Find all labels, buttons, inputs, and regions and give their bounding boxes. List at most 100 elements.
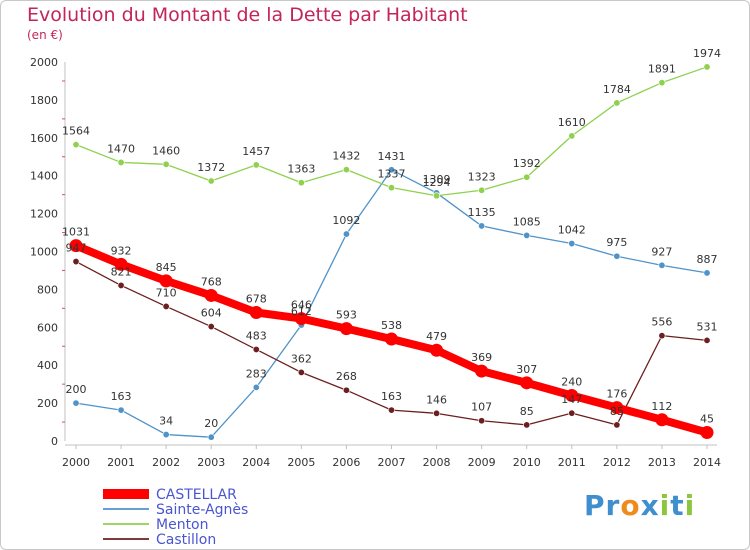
data-label: 1974: [693, 47, 721, 60]
data-point: [294, 312, 308, 326]
data-label: 1432: [332, 150, 360, 163]
data-point: [613, 252, 621, 260]
data-label: 947: [66, 242, 87, 255]
data-label: 146: [426, 393, 447, 406]
data-label: 1085: [513, 215, 541, 228]
x-tick-label: 2001: [107, 456, 135, 469]
series-menton: [72, 63, 711, 200]
data-label: 975: [606, 236, 627, 249]
data-point: [433, 192, 441, 200]
y-tick-label: 1400: [30, 170, 58, 183]
data-label: 768: [201, 275, 222, 288]
chart-title: Evolution du Montant de la Dette par Hab…: [27, 4, 468, 26]
legend-label: CASTELLAR: [156, 487, 237, 503]
x-tick-label: 2002: [152, 456, 180, 469]
data-point: [339, 322, 353, 336]
data-point: [252, 383, 260, 391]
data-point: [613, 421, 621, 429]
data-point: [342, 386, 350, 394]
data-label: 1392: [513, 157, 541, 170]
data-label: 1470: [107, 142, 135, 155]
x-tick-label: 2003: [197, 456, 225, 469]
y-tick-label: 400: [37, 359, 58, 372]
data-point: [565, 389, 579, 403]
data-label: 200: [66, 383, 87, 396]
data-point: [613, 99, 621, 107]
data-label: 646: [291, 299, 312, 312]
x-tick-label: 2014: [693, 456, 721, 469]
data-point: [658, 332, 666, 340]
legend-label: Sainte-Agnès: [156, 502, 248, 518]
data-point: [658, 79, 666, 87]
data-point: [478, 186, 486, 194]
data-point: [252, 345, 260, 353]
proxiti-logo: Proxiti: [584, 489, 696, 522]
data-label: 932: [111, 244, 132, 257]
data-label: 1323: [468, 170, 496, 183]
data-label: 678: [246, 293, 267, 306]
data-point: [475, 364, 489, 378]
data-point: [114, 257, 128, 271]
x-tick-label: 2010: [513, 456, 541, 469]
data-label: 163: [111, 390, 132, 403]
data-point: [700, 425, 714, 439]
data-point: [610, 401, 624, 415]
data-label: 1337: [378, 168, 406, 181]
data-point: [162, 431, 170, 439]
data-point: [342, 230, 350, 238]
x-tick-label: 2000: [62, 456, 90, 469]
data-point: [568, 240, 576, 248]
x-tick-label: 2012: [603, 456, 631, 469]
series-castellar: [69, 239, 714, 439]
data-label: 369: [471, 351, 492, 364]
data-point: [387, 406, 395, 414]
data-label: 45: [700, 412, 714, 425]
data-label: 1031: [62, 226, 90, 239]
data-label: 1092: [332, 214, 360, 227]
data-label: 593: [336, 309, 357, 322]
data-point: [204, 288, 218, 302]
data-label: 1309: [423, 173, 451, 186]
data-point: [387, 184, 395, 192]
data-label: 556: [651, 316, 672, 329]
y-tick-label: 600: [37, 321, 58, 334]
data-point: [478, 417, 486, 425]
data-label: 112: [651, 400, 672, 413]
x-tick-label: 2009: [468, 456, 496, 469]
data-label: 612: [291, 305, 312, 318]
data-label: 1431: [378, 150, 406, 163]
series-castillon: [72, 258, 711, 429]
x-tick-label: 2004: [242, 456, 270, 469]
legend-label: Menton: [156, 517, 209, 533]
data-label: 604: [201, 307, 222, 320]
data-label: 85: [610, 405, 624, 418]
data-point: [297, 368, 305, 376]
data-label: 1784: [603, 83, 631, 96]
y-tick-label: 1800: [30, 94, 58, 107]
x-tick-label: 2011: [558, 456, 586, 469]
y-tick-label: 200: [37, 397, 58, 410]
data-label: 927: [651, 245, 672, 258]
x-tick-label: 2008: [423, 456, 451, 469]
data-point: [387, 166, 395, 174]
data-point: [249, 306, 263, 320]
data-point: [568, 132, 576, 140]
data-point: [385, 332, 398, 346]
data-label: 85: [520, 405, 534, 418]
data-point: [72, 399, 80, 407]
data-point: [658, 261, 666, 269]
data-label: 710: [156, 286, 177, 299]
data-label: 1135: [468, 206, 496, 219]
data-label: 362: [291, 352, 312, 365]
data-point: [252, 161, 260, 169]
data-label: 1457: [242, 145, 270, 158]
data-point: [703, 336, 711, 344]
data-label: 268: [336, 370, 357, 383]
data-label: 1564: [62, 125, 90, 138]
data-label: 107: [471, 401, 492, 414]
data-point: [162, 302, 170, 310]
data-label: 240: [561, 376, 582, 389]
